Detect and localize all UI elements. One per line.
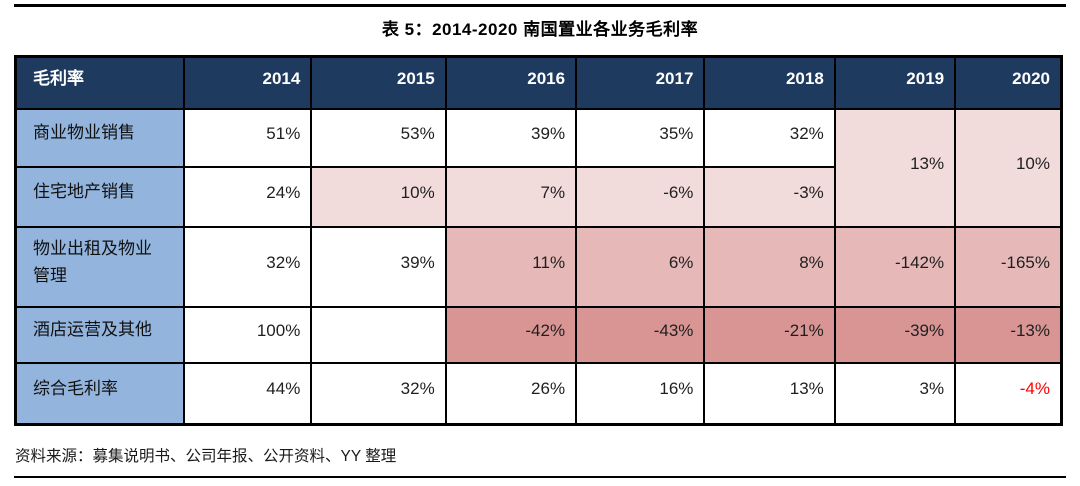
row-label: 物业出租及物业管理 [14,225,185,308]
year-header-2016: 2016 [444,55,578,110]
row-label: 综合毛利率 [14,361,185,426]
value-cell: 11% [444,225,578,308]
value-cell: -6% [575,165,706,228]
year-header-2014: 2014 [182,55,313,110]
value-cell: -21% [703,305,836,364]
row-label: 商业物业销售 [14,107,185,168]
value-cell: 24% [182,165,313,228]
merged-value-cell-2020: 10% [954,107,1063,228]
value-cell-empty [310,305,447,364]
value-cell: -43% [575,305,706,364]
value-cell: 32% [703,107,836,168]
row-label: 住宅地产销售 [14,165,185,228]
value-cell: -165% [954,225,1063,308]
value-cell: 7% [444,165,578,228]
year-header-2018: 2018 [703,55,836,110]
value-cell: 39% [444,107,578,168]
value-cell: 32% [310,361,447,426]
value-cell: 32% [182,225,313,308]
value-cell: -42% [444,305,578,364]
value-cell: 16% [575,361,706,426]
value-cell: 44% [182,361,313,426]
value-cell-negative: -4% [954,361,1063,426]
merged-value-cell-2019: 13% [833,107,957,228]
bottom-rule [14,476,1066,478]
value-cell: 53% [310,107,447,168]
value-cell: -13% [954,305,1063,364]
table-title: 表 5：2014-2020 南国置业各业务毛利率 [381,20,699,39]
value-cell: 51% [182,107,313,168]
value-cell: -142% [833,225,957,308]
header-row: 毛利率 2014 2015 2016 2017 2018 2019 2020 [14,55,1063,110]
table-row-overall-gross-margin: 综合毛利率 44% 32% 26% 16% 13% 3% -4% [14,361,1063,426]
table-row-commercial-property-sales: 商业物业销售 51% 53% 39% 35% 32% 13% 10% [14,107,1063,228]
table-row-residential-property-sales: 住宅地产销售 24% 10% 7% -6% -3% [14,165,1062,228]
value-cell: -3% [703,165,836,228]
year-header-2019: 2019 [833,55,957,110]
value-cell: 100% [182,305,313,364]
year-header-2015: 2015 [310,55,447,110]
value-cell: 13% [703,361,836,426]
value-cell: 26% [444,361,578,426]
corner-header: 毛利率 [14,55,185,110]
table-row-property-leasing-management: 物业出租及物业管理 32% 39% 11% 6% 8% -142% -165% [14,225,1063,308]
year-header-2017: 2017 [575,55,706,110]
table-row-hotel-operations-other: 酒店运营及其他 100% -42% -43% -21% -39% -13% [14,305,1063,364]
source-note: 资料来源：募集说明书、公司年报、公开资料、YY 整理 [15,448,397,465]
value-cell: 10% [310,165,447,228]
gross-margin-table: 毛利率 2014 2015 2016 2017 2018 2019 2020 商… [14,55,1063,426]
value-cell: -39% [833,305,957,364]
year-header-2020: 2020 [954,55,1063,110]
value-cell: 35% [575,107,706,168]
value-cell: 6% [575,225,706,308]
value-cell: 3% [833,361,957,426]
top-rule [14,4,1066,7]
value-cell: 8% [703,225,836,308]
value-cell: 39% [310,225,447,308]
row-label: 酒店运营及其他 [14,305,185,364]
